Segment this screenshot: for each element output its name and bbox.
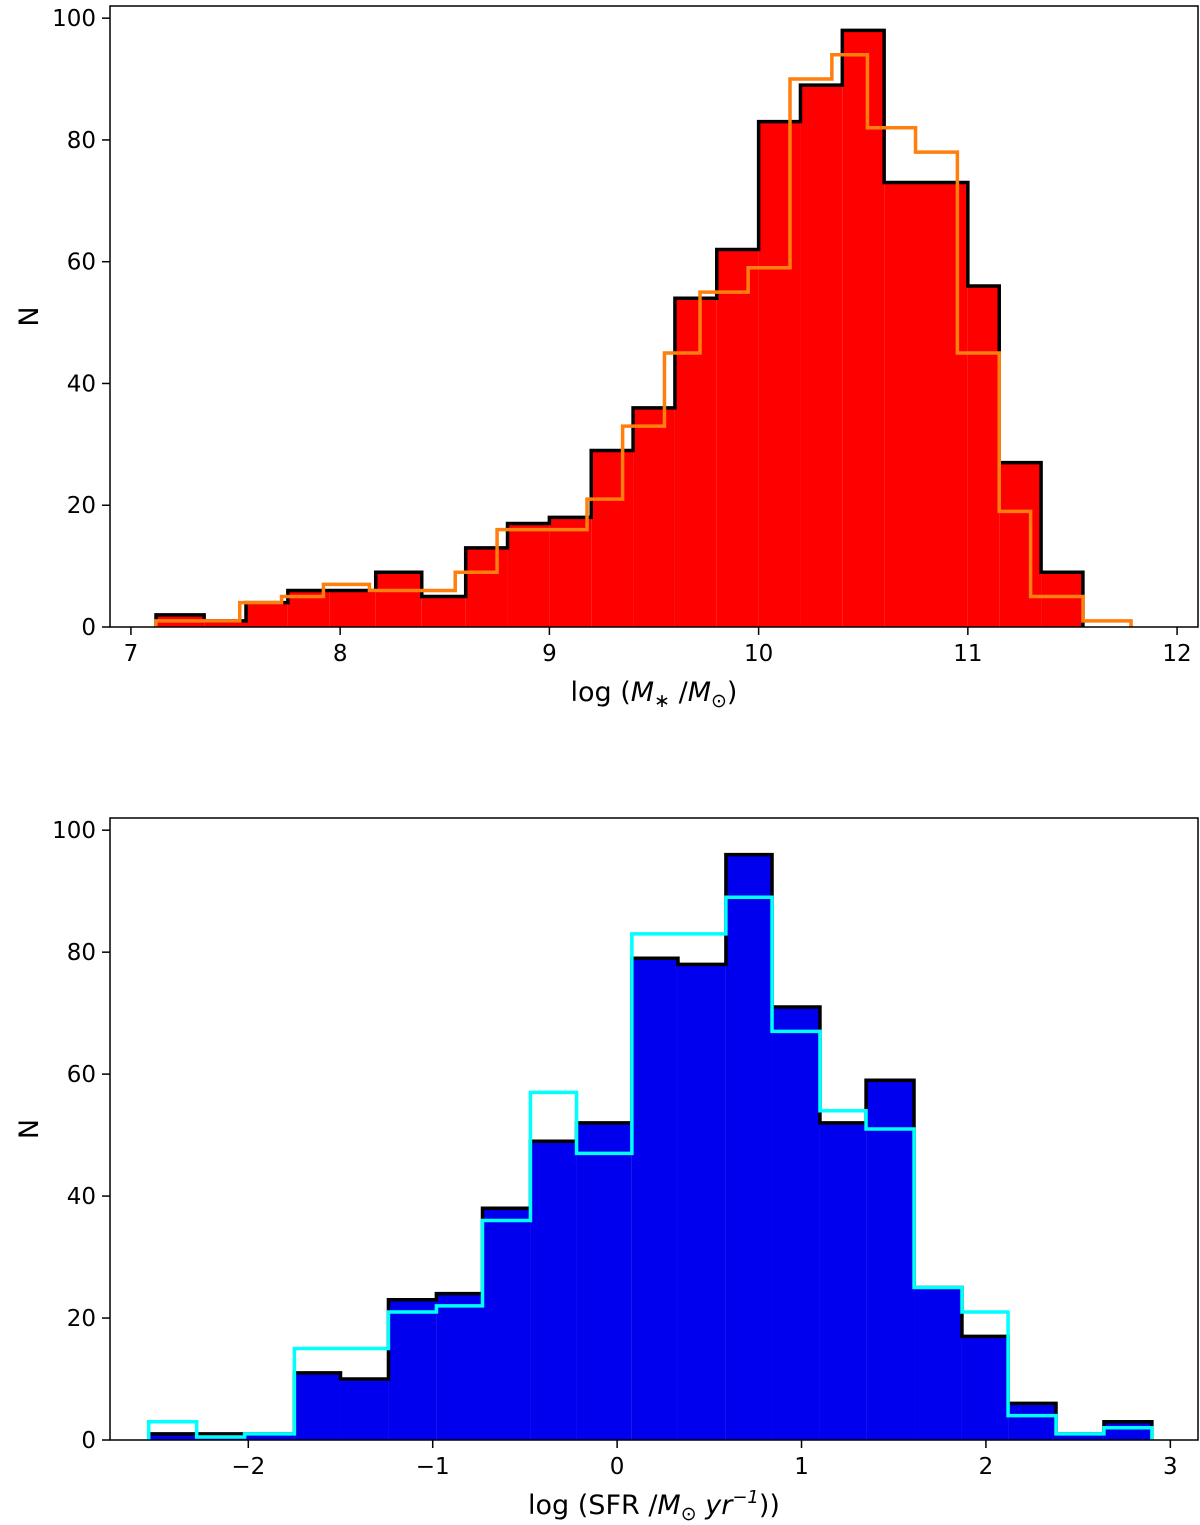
- sfr-bar-5: [388, 1299, 437, 1440]
- sfr-bar-3: [294, 1372, 341, 1440]
- sfr-x-tick-label: −2: [231, 1454, 265, 1480]
- mass-bar-4: [329, 590, 376, 627]
- mass-bar-10: [591, 450, 634, 627]
- sfr-bar-9: [576, 1122, 632, 1440]
- sfr-bar-19: [1056, 1433, 1104, 1440]
- mass-y-tick-label: 100: [52, 6, 96, 32]
- mass-bar-15: [800, 85, 843, 628]
- mass-y-tick-label: 60: [67, 250, 96, 276]
- mass-bar-13: [716, 249, 759, 627]
- sfr-bar-6: [436, 1293, 483, 1440]
- sfr-bar-16: [914, 1287, 962, 1440]
- sfr-bar-4: [340, 1379, 389, 1440]
- sfr-y-tick-label: 20: [67, 1306, 96, 1332]
- mass-axes-frame: [109, 5, 1199, 628]
- sfr-y-tick-label: 80: [67, 940, 96, 966]
- mass-comparison-step-histogram: [154, 52, 1133, 627]
- sfr-bar-14: [819, 1122, 867, 1440]
- sfr-y-tick-label: 0: [81, 1428, 96, 1454]
- sfr-y-tick-label: 100: [52, 818, 96, 844]
- mass-sample-filled-histogram-outline: [154, 28, 1085, 627]
- mass-x-axis-label: log (M∗ /M⊙): [571, 677, 738, 712]
- mass-bar-11: [633, 407, 675, 627]
- mass-x-tick-label: 10: [744, 641, 773, 667]
- mass-y-axis-label: N: [14, 306, 45, 326]
- sfr-comparison-step-histogram: [146, 895, 1154, 1440]
- sfr-bar-7: [482, 1208, 531, 1440]
- mass-bar-7: [465, 547, 508, 627]
- sfr-axes-frame: [109, 817, 1199, 1441]
- mass-bar-16: [842, 30, 885, 627]
- mass-bar-1: [204, 620, 246, 627]
- sfr-x-tick-label: 1: [794, 1454, 809, 1480]
- mass-y-tick-label: 40: [67, 371, 96, 397]
- mass-x-tick-label: 9: [542, 641, 557, 667]
- mass-x-tick-label: 8: [333, 641, 348, 667]
- mass-bar-17: [884, 182, 926, 627]
- sfr-bar-10: [631, 958, 678, 1440]
- mass-x-tick-label: 11: [953, 641, 982, 667]
- sfr-bar-0: [148, 1433, 197, 1440]
- mass-x-tick-label: 7: [124, 641, 139, 667]
- sfr-y-tick-label: 40: [67, 1184, 96, 1210]
- mass-bar-2: [246, 602, 288, 627]
- sfr-bar-17: [961, 1336, 1009, 1440]
- mass-bar-19: [967, 286, 1000, 627]
- sfr-bar-18: [1008, 1403, 1057, 1440]
- mass-bar-21: [1041, 572, 1083, 627]
- mass-bar-8: [507, 523, 550, 627]
- sfr-x-tick-label: 2: [979, 1454, 994, 1480]
- sfr-y-axis-label: N: [14, 1119, 45, 1139]
- mass-bar-12: [674, 298, 717, 627]
- sfr-x-tick-label: −1: [416, 1454, 450, 1480]
- sfr-x-tick-label: 0: [610, 1454, 625, 1480]
- mass-bar-5: [375, 572, 422, 627]
- mass-bar-20: [999, 462, 1042, 627]
- mass-bar-6: [421, 596, 466, 627]
- mass-x-tick-label: 12: [1162, 641, 1191, 667]
- sfr-bar-20: [1103, 1421, 1152, 1440]
- sfr-bar-13: [772, 1007, 820, 1440]
- mass-y-tick-label: 20: [67, 493, 96, 519]
- mass-y-tick-label: 0: [81, 615, 96, 641]
- mass-y-tick-label: 80: [67, 128, 96, 154]
- sfr-x-tick-label: 3: [1163, 1454, 1178, 1480]
- sfr-bar-12: [725, 854, 773, 1440]
- sfr-y-tick-label: 60: [67, 1062, 96, 1088]
- sfr-bar-11: [677, 964, 726, 1440]
- sfr-x-axis-label: log (SFR /M⊙ yr−1)): [528, 1487, 780, 1525]
- mass-bar-9: [549, 517, 592, 627]
- mass-bar-18: [926, 182, 968, 627]
- sfr-bar-8: [530, 1141, 577, 1440]
- sfr-bar-15: [866, 1080, 915, 1440]
- mass-bar-14: [758, 121, 801, 628]
- sfr-bar-2: [244, 1433, 295, 1440]
